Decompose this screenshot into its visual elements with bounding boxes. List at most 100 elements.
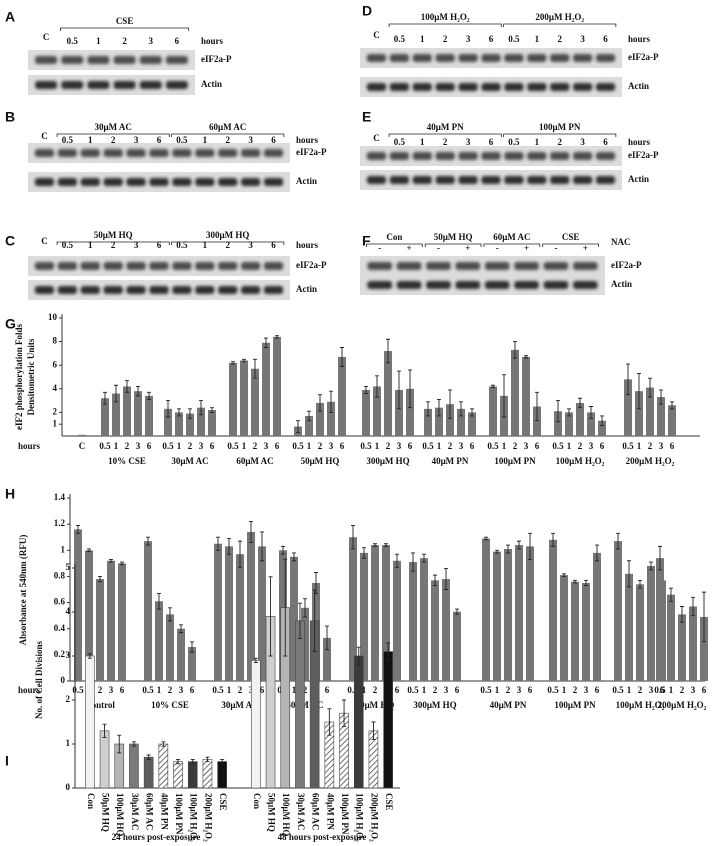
blot-band [435,152,455,160]
blot-band [455,281,481,289]
x-tick-label: 0.5 [654,685,666,695]
x-tick-label: 3 [179,685,184,695]
x-tick-label: 2 [188,441,193,451]
group-label: 100μM PN [554,700,596,710]
error-bar [307,410,311,422]
group-label: 50μM HQ [94,230,133,240]
blot-band [35,56,58,64]
blot-band [241,178,261,186]
blot-band [263,286,284,294]
blot-band [572,281,598,289]
error-bar [495,549,499,554]
bar [123,386,131,436]
x-tick-label: 2 [513,441,518,451]
unit-label: hours [201,36,224,46]
bar [74,529,82,681]
bar [258,546,266,681]
blot-band [80,178,100,186]
lane-label: 3 [580,137,585,147]
blot-band [389,152,409,160]
blot-band [543,281,569,289]
row-label: Actin [201,79,222,89]
bar [435,407,443,436]
x-tick-label: 2 [318,441,323,451]
bar [118,563,126,681]
error-bar [131,741,136,747]
error-bar [283,558,288,657]
x-tick-label: 6 [535,441,540,451]
blot-band [412,176,432,184]
error-bar [648,377,652,398]
error-bar [600,415,604,426]
error-bar [649,561,653,571]
bar [625,573,633,681]
blot-band [218,262,238,270]
blot-strip [28,50,195,70]
error-bar [691,596,695,617]
x-tick-label: 50μM HQ [100,793,110,832]
blot-band [57,178,77,186]
y-axis-label: No. of Cell Divisions [34,641,44,720]
blot-band [263,149,284,157]
lane-label: 6 [603,34,608,44]
error-bar [325,625,329,651]
group-label: 60μM AC [209,122,246,132]
bar [229,362,237,436]
bar [295,620,305,789]
lane-label: 1 [535,137,540,147]
y-tick-label: 6 [53,359,58,369]
y-tick-label: 5 [66,562,71,572]
group-bracket [424,243,482,247]
x-tick-label: 100μM H₂O₂ [189,793,199,842]
x-tick-label: 1 [637,441,642,451]
bar [99,730,110,789]
error-bar [459,401,463,417]
lane-label: 1 [203,135,208,145]
group-bracket [503,23,617,27]
blot-band [34,286,55,294]
blot-band [34,262,55,270]
x-tick-label: 2 [386,441,391,451]
blot-band [527,152,547,160]
lane-label: 0.5 [508,34,520,44]
x-tick-label: CSE [218,793,228,811]
bar [236,554,244,681]
error-bar [76,525,80,534]
x-tick-label: 3 [524,441,529,451]
bar [593,552,601,681]
bar [186,413,194,436]
bar [420,558,428,681]
blot-band [34,149,55,157]
group-label: 30μM AC [95,122,132,132]
error-bar [318,394,322,412]
group-label: 60μM AC [236,456,273,466]
lane-label: 1 [203,240,208,250]
blot-band [389,54,409,62]
blot-band [504,176,524,184]
blot-band [435,83,455,91]
blot-band [412,152,432,160]
y-tick-label: 10 [48,312,58,322]
error-bar [342,699,347,727]
error-bar [109,558,113,563]
lane-label: 2 [557,34,562,44]
x-tick-label: 1 [375,441,380,451]
x-tick-label: 0.5 [227,441,239,451]
x-tick-label: CSE [384,793,394,811]
x-tick-label: 0.5 [162,441,174,451]
group-label: 100μM H₂O₂ [421,12,470,22]
error-bar [275,335,279,339]
lane-label: + [406,243,411,253]
y-tick-label: 0.8 [54,570,66,580]
lane-label: 6 [271,135,276,145]
bar [598,420,606,436]
x-tick-label: 6 [408,441,413,451]
error-bar [297,602,302,639]
error-bar [238,540,242,568]
bar [442,579,450,681]
y-tick-label: 1.4 [54,492,66,502]
bar [647,565,655,681]
blot-band [218,149,238,157]
bar [554,411,562,436]
lane-label: 0.5 [176,135,188,145]
